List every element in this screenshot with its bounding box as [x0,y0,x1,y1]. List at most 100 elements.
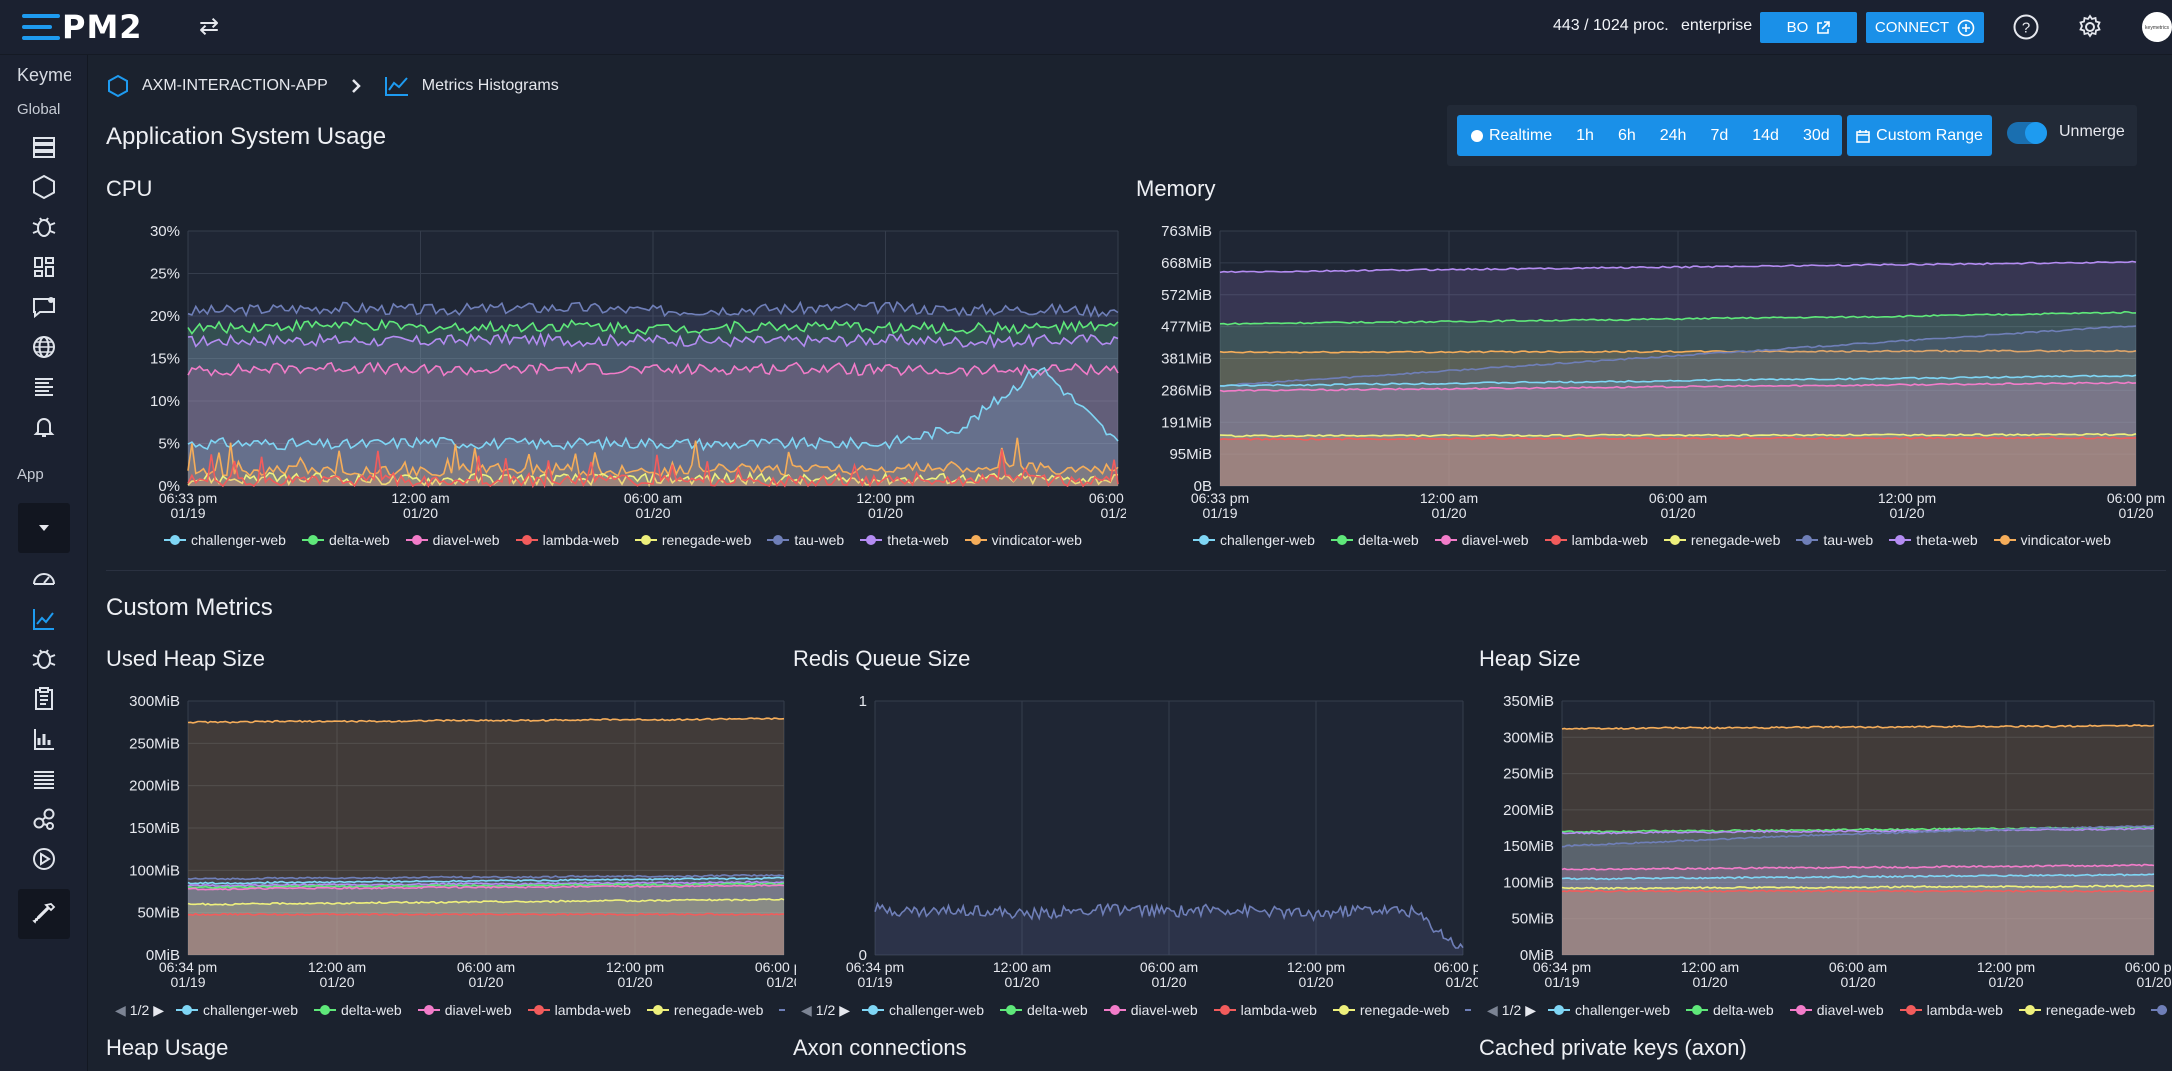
legend-item-challenger-web[interactable]: challenger-web [1548,1002,1670,1018]
legend-item-diavel-web[interactable]: diavel-web [417,1002,512,1018]
dev-tools-button[interactable] [18,889,70,939]
series-line-theta-web[interactable] [187,331,1119,349]
legend-item-renegade-web[interactable]: renegade-web [1332,1002,1449,1018]
series-line-tau-web[interactable] [187,300,1119,318]
bell-icon[interactable] [30,413,58,441]
org-name[interactable]: Keymetrics [17,65,71,85]
legend-item-theta-web[interactable]: theta-web [1889,532,1978,548]
legend-item-renegade-web[interactable]: renegade-web [634,532,751,548]
notification-chat-icon[interactable] [30,293,58,321]
swap-icon[interactable]: ⇄ [198,13,220,40]
legend-item-tau-web[interactable]: tau-web [1465,1002,1471,1018]
legend-item-lambda-web[interactable]: lambda-web [1544,532,1648,548]
next-arrow-icon[interactable]: ▶ [839,1001,851,1018]
globe-icon[interactable] [30,333,58,361]
legend-item-challenger-web[interactable]: challenger-web [862,1002,984,1018]
line-chart-icon[interactable] [30,605,58,633]
used-heap-size-chart[interactable]: 0MiB 50MiB 100MiB 150MiB 200MiB 250MiB 300MiB 0… [106,688,796,993]
range-7d-button[interactable]: 7d [1698,115,1740,156]
legend-item-challenger-web[interactable]: challenger-web [164,532,286,548]
legend-pager[interactable]: ◀ 1/2 ▶ [1487,1002,1536,1019]
range-realtime-button[interactable]: Realtime [1457,115,1564,156]
range-1h-button[interactable]: 1h [1564,115,1606,156]
servers-icon[interactable] [30,133,58,161]
bar-chart-icon[interactable] [30,725,58,753]
series-line-vindicator-web[interactable] [187,437,1119,479]
gear-icon[interactable] [2076,13,2104,41]
next-arrow-icon[interactable]: ▶ [1525,1001,1537,1018]
next-arrow-icon[interactable]: ▶ [153,1001,165,1018]
range-14d-button[interactable]: 14d [1740,115,1791,156]
play-circle-icon[interactable] [30,845,58,873]
legend-item-tau-web[interactable]: tau-web [779,1002,785,1018]
series-line-diavel-web[interactable] [187,361,1119,378]
legend-item-renegade-web[interactable]: renegade-web [2018,1002,2135,1018]
series-line-diavel-web[interactable] [1219,381,2137,393]
series-line-challenger-web[interactable] [1561,873,2155,881]
legend-item-tau-web[interactable]: tau-web [2151,1002,2167,1018]
breadcrumb-app[interactable]: AXM-INTERACTION-APP [106,74,328,98]
legend-item-vindicator-web[interactable]: vindicator-web [964,532,1082,548]
help-icon[interactable]: ? [2012,13,2040,41]
legend-item-renegade-web[interactable]: renegade-web [646,1002,763,1018]
series-line-lambda-web[interactable] [187,912,785,916]
legend-item-diavel-web[interactable]: diavel-web [1789,1002,1884,1018]
bug-icon[interactable] [30,213,58,241]
series-line-lambda-web[interactable] [187,449,1119,489]
dashboard-icon[interactable] [30,253,58,281]
series-line-vindicator-web[interactable] [187,717,785,724]
legend-item-vindicator-web[interactable]: vindicator-web [1993,532,2111,548]
legend-item-delta-web[interactable]: delta-web [1685,1002,1774,1018]
memory-chart[interactable]: 0B 95MiB 191MiB 286MiB 381MiB 477MiB 572MiB 668… [1136,215,2172,525]
legend-pager[interactable]: ◀ 1/2 ▶ [801,1002,850,1019]
legend-item-diavel-web[interactable]: diavel-web [1434,532,1529,548]
legend-item-diavel-web[interactable]: diavel-web [1103,1002,1198,1018]
legend-item-theta-web[interactable]: theta-web [860,532,949,548]
legend-item-tau-web[interactable]: tau-web [1796,532,1873,548]
heap-size-chart[interactable]: 0MiB 50MiB 100MiB 150MiB 200MiB 250MiB 300MiB 3… [1479,688,2172,993]
series-line-theta-web[interactable] [1561,827,2155,835]
prev-arrow-icon[interactable]: ◀ [115,1001,126,1018]
custom-range-button[interactable]: Custom Range [1847,115,1992,156]
series-line-theta-web[interactable] [187,880,785,888]
series-line-lambda-web[interactable] [1219,436,2137,441]
list-icon[interactable] [30,373,58,401]
series-line-tau-web[interactable] [187,873,785,881]
series-line-renegade-web[interactable] [1561,884,2155,890]
connect-button[interactable]: CONNECT [1866,12,1984,43]
series-line-tau-web[interactable] [1219,325,2137,388]
series-line-vindicator-web[interactable] [1561,724,2155,730]
series-line-challenger-web[interactable] [187,366,1119,452]
series-line-vindicator-web[interactable] [1219,349,2137,354]
legend-item-lambda-web[interactable]: lambda-web [515,532,619,548]
legend-item-challenger-web[interactable]: challenger-web [1193,532,1315,548]
series-line-delta-web[interactable] [1219,310,2137,326]
series-line-renegade-web[interactable] [1219,432,2137,438]
series-line-renegade-web[interactable] [187,470,1119,488]
legend-item-tau-web[interactable]: tau-web [767,532,844,548]
legend-item-challenger-web[interactable]: challenger-web [176,1002,298,1018]
prev-arrow-icon[interactable]: ◀ [1487,1001,1498,1018]
series-line-diavel-web[interactable] [188,883,785,891]
bo-button[interactable]: BO [1760,12,1857,43]
series-line-renegade-web[interactable] [187,897,785,906]
series-line-delta-web[interactable] [187,318,1119,336]
legend-pager[interactable]: ◀ 1/2 ▶ [115,1002,164,1019]
legend-item-delta-web[interactable]: delta-web [999,1002,1088,1018]
avatar[interactable]: keymetrics [2142,12,2172,42]
stack-list-icon[interactable] [30,765,58,793]
app-selector-dropdown[interactable] [18,503,70,553]
series-line-tau-web[interactable] [1561,824,2155,848]
legend-item-diavel-web[interactable]: diavel-web [405,532,500,548]
range-30d-button[interactable]: 30d [1791,115,1842,156]
legend-item-delta-web[interactable]: delta-web [1330,532,1419,548]
legend-item-delta-web[interactable]: delta-web [313,1002,402,1018]
legend-item-lambda-web[interactable]: lambda-web [527,1002,631,1018]
series-line-theta-web[interactable] [1219,260,2137,274]
series-line-diavel-web[interactable] [1561,863,2155,871]
series-line-lambda-web[interactable] [1561,889,2155,893]
unmerge-toggle[interactable] [2007,122,2047,144]
app-bug-icon[interactable] [30,645,58,673]
